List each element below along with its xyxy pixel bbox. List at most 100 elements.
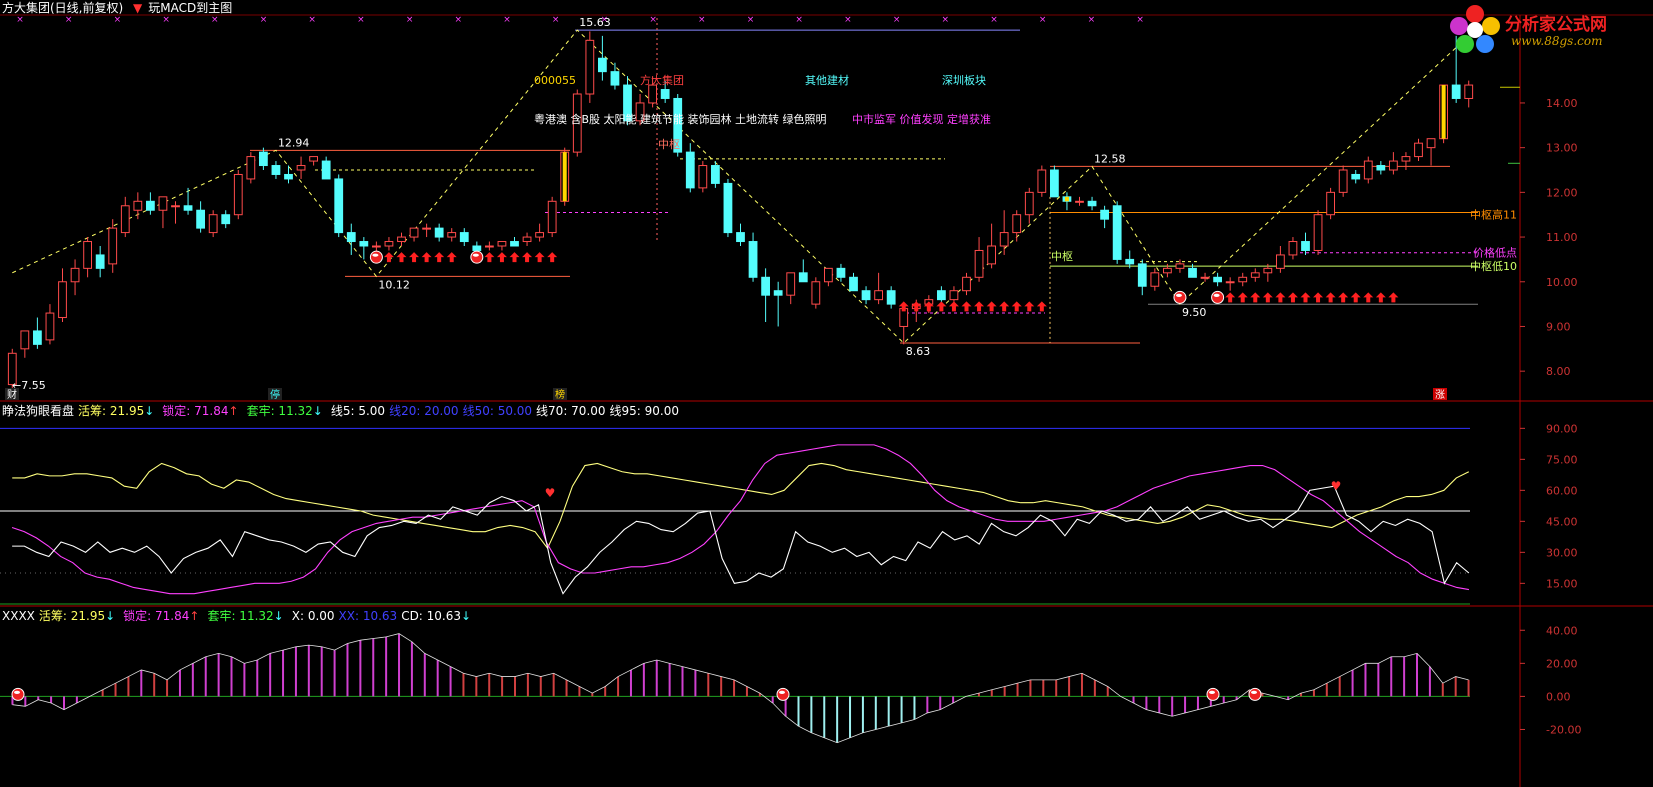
company-name: 方大集团	[640, 73, 684, 87]
buy-arrow-icon	[409, 252, 420, 263]
zhongshu-label: 中枢	[658, 137, 680, 151]
candle-body	[610, 71, 620, 86]
top-cross-marker: ×	[503, 15, 511, 25]
candle-body	[459, 232, 469, 243]
red-arrow-icon[interactable]: ▼	[133, 1, 143, 15]
candle-body	[1263, 267, 1273, 274]
candle-body	[773, 290, 783, 296]
legend-item: 锁定: 71.84↑	[162, 404, 242, 418]
top-cross-marker: ×	[114, 15, 122, 25]
extreme-price-label: 12.94	[278, 136, 310, 149]
candle-body	[1075, 200, 1084, 203]
indicator-series-line	[11, 444, 1470, 595]
top-cross-marker: ×	[1088, 15, 1096, 25]
price-low-label: 价格低点	[1473, 246, 1517, 260]
legend-arrow-icon: ↓	[461, 609, 472, 623]
ball-highlight	[372, 253, 379, 257]
candle-body	[861, 290, 871, 301]
buy-arrow-icon	[383, 252, 394, 263]
candle-body	[221, 214, 231, 225]
candle-body	[497, 241, 507, 247]
indicator-series-line	[12, 485, 1470, 595]
legend-arrow-icon: ↓	[105, 609, 116, 623]
buy-arrow-icon	[509, 252, 520, 263]
buy-arrow-icon	[1024, 301, 1035, 312]
ball-signal-icon	[1248, 687, 1262, 701]
candle-body	[1288, 241, 1298, 256]
zhongshu-low-label: 中枢低10	[1470, 259, 1517, 273]
price-tick-label: 9.00	[1546, 320, 1571, 333]
candle-body	[836, 267, 846, 278]
price-tick-label: 13.00	[1546, 142, 1578, 155]
candle-body	[120, 205, 130, 234]
legend-arrow-icon: ↓	[312, 404, 323, 418]
legend-item: 线20: 20.00	[389, 404, 458, 418]
candle-body	[1376, 165, 1386, 171]
candle-body	[1200, 276, 1210, 279]
candle-body	[145, 200, 155, 211]
signal-candle	[1064, 196, 1069, 202]
candle-body	[1301, 241, 1310, 251]
candle-body	[1049, 169, 1059, 198]
indicator-title[interactable]: 睁法狗眼看盘	[2, 404, 75, 418]
candle-body	[7, 352, 17, 386]
legend-label: 线50: 50.00	[462, 404, 533, 418]
top-cross-marker: ×	[1039, 15, 1047, 25]
event-mark: 涨	[1435, 389, 1445, 401]
candle-body	[1313, 214, 1323, 251]
candle-body	[974, 249, 984, 278]
legend-arrow-icon: ↓	[144, 404, 155, 418]
candle-body	[1125, 258, 1135, 265]
candle-body	[1188, 267, 1197, 278]
indicator-tick-label: 60.00	[1546, 484, 1578, 497]
legend-arrow-icon: ↓	[273, 609, 284, 623]
legend-label: 锁定: 71.84	[123, 609, 190, 623]
candle-body	[296, 165, 306, 171]
candle-body	[522, 236, 532, 243]
buy-arrow-icon	[1237, 292, 1248, 303]
extreme-price-label: ←7.55	[12, 379, 46, 392]
top-cross-marker: ×	[747, 15, 755, 25]
extreme-price-label: 8.63	[906, 345, 931, 358]
extreme-price-label: 12.58	[1094, 152, 1126, 165]
candle-body	[1150, 272, 1160, 287]
buy-arrow-icon	[898, 301, 909, 312]
top-cross-marker: ×	[16, 15, 24, 25]
buy-arrow-icon	[986, 301, 997, 312]
candle-body	[597, 57, 607, 73]
legend-label: 线5: 5.00	[330, 404, 386, 418]
signal-candle	[562, 152, 567, 202]
candle-body	[1238, 276, 1248, 283]
legend-item: 套牢: 11.32↓	[207, 609, 287, 623]
buy-arrow-icon	[1363, 292, 1374, 303]
region-label: 深圳板块	[942, 73, 986, 87]
buy-arrow-icon	[974, 301, 985, 312]
buy-arrow-icon	[1350, 292, 1361, 303]
industry-label: 其他建材	[805, 73, 849, 87]
buy-arrow-icon	[1338, 292, 1349, 303]
top-cross-marker: ×	[65, 15, 73, 25]
candle-body	[472, 245, 482, 251]
indicator-title[interactable]: XXXX	[2, 609, 35, 623]
indicator-tick-label: 45.00	[1546, 515, 1578, 528]
top-cross-marker: ×	[455, 15, 463, 25]
candle-body	[1037, 169, 1047, 193]
legend-arrow-icon: ↑	[228, 404, 239, 418]
candle-body	[1225, 281, 1235, 284]
zhongshu-label: 中枢	[1051, 249, 1073, 263]
candle-body	[258, 151, 268, 167]
top-cross-marker: ×	[990, 15, 998, 25]
heart-signal-icon: ♥	[1331, 479, 1342, 493]
candle-body	[271, 165, 281, 175]
candle-body	[208, 214, 218, 234]
candle-body	[196, 209, 206, 229]
event-mark-box	[553, 388, 567, 400]
top-cross-marker: ×	[308, 15, 316, 25]
macd-link[interactable]: 玩MACD到主图	[148, 1, 233, 15]
event-mark-box	[1433, 388, 1447, 400]
legend-label: 套牢: 11.32	[207, 609, 274, 623]
indicator-series-line	[12, 462, 1470, 550]
candle-body	[999, 232, 1009, 247]
candle-body	[1137, 263, 1147, 287]
top-cross-marker: ×	[552, 15, 560, 25]
